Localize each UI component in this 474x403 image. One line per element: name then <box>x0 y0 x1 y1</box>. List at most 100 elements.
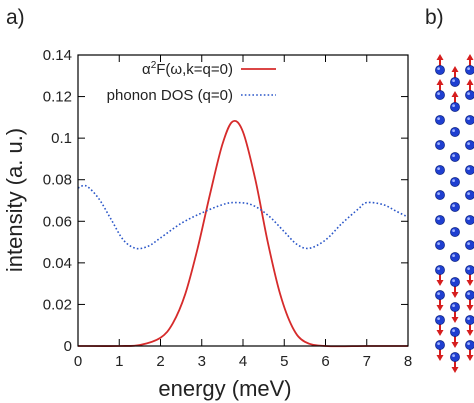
atom-highlight <box>437 267 440 270</box>
series-line-alpha2f <box>77 119 408 348</box>
atom-highlight <box>452 129 455 133</box>
atom-highlight <box>467 67 470 70</box>
arrow-head <box>451 367 459 373</box>
atom <box>465 90 474 100</box>
y-tick-label: 0.12 <box>43 89 72 106</box>
arrow-head <box>466 280 474 286</box>
legend-label-alpha2f: α2F(ω,k=q=0) <box>142 60 233 78</box>
atom <box>465 140 474 150</box>
atom <box>465 65 474 75</box>
atom-highlight <box>452 279 455 282</box>
atom-highlight <box>467 217 470 221</box>
atom-highlight <box>467 317 470 320</box>
arrow-head <box>466 305 474 311</box>
arrow-head <box>466 54 474 60</box>
y-tick-label: 0 <box>64 338 72 355</box>
atom-highlight <box>437 167 440 171</box>
atom <box>435 340 445 350</box>
atom-highlight <box>437 92 440 95</box>
atom <box>450 227 460 237</box>
x-tick-label: 3 <box>198 353 206 370</box>
atom-highlight <box>452 254 455 257</box>
atom-highlight <box>467 192 470 196</box>
atom <box>435 90 445 100</box>
atom <box>465 340 474 350</box>
atom-highlight <box>452 179 455 183</box>
atom <box>450 302 460 312</box>
atom <box>450 127 460 137</box>
arrow-head <box>451 292 459 298</box>
x-tick-label: 7 <box>363 353 371 370</box>
atom-highlight <box>437 317 440 320</box>
legend: α2F(ω,k=q=0) phonon DOS (q=0) <box>107 60 276 104</box>
atom-highlight <box>467 267 470 270</box>
y-tick-label: 0.1 <box>51 130 72 147</box>
atom-highlight <box>467 142 470 146</box>
atom <box>465 265 474 275</box>
x-tick-label: 2 <box>156 353 164 370</box>
x-axis-title: energy (meV) <box>158 376 291 401</box>
atom <box>465 215 474 225</box>
arrow-head <box>436 330 444 336</box>
atom <box>435 240 445 250</box>
atom <box>450 177 460 187</box>
y-tick-label: 0.14 <box>43 47 72 64</box>
atom <box>465 165 474 175</box>
atom-highlight <box>452 304 455 307</box>
atom-highlight <box>437 217 440 221</box>
atom <box>435 265 445 275</box>
atom-highlight <box>437 67 440 70</box>
atom <box>450 277 460 287</box>
atom-highlight <box>467 242 470 246</box>
x-tick-label: 0 <box>74 353 82 370</box>
arrow-head <box>436 355 444 361</box>
arrow-head <box>466 79 474 85</box>
atom <box>450 352 460 362</box>
atom <box>450 327 460 337</box>
atom-highlight <box>467 167 470 171</box>
atom-highlight <box>437 192 440 196</box>
y-tick-label: 0.02 <box>43 296 72 313</box>
y-tick-label: 0.04 <box>43 255 72 272</box>
atom <box>465 315 474 325</box>
atom <box>435 140 445 150</box>
arrow-head <box>451 66 459 72</box>
plot-area: 0 0.02 0.04 0.06 0.08 0.1 0.12 0.14 0 1 2 3 4 5 6 7 8 <box>43 47 412 370</box>
y-tick-label: 0.06 <box>43 213 72 230</box>
atom <box>435 65 445 75</box>
y-tick-labels: 0 0.02 0.04 0.06 0.08 0.1 0.12 0.14 <box>43 47 72 355</box>
atom <box>450 77 460 87</box>
series-line-phonon-dos <box>77 184 409 250</box>
y-axis-title: intensity (a. u.) <box>2 128 27 272</box>
arrow-head <box>436 280 444 286</box>
legend-label-phonon-dos: phonon DOS (q=0) <box>107 87 233 104</box>
x-tick-label: 6 <box>321 353 329 370</box>
atom-highlight <box>437 292 440 295</box>
arrow-head <box>451 91 459 97</box>
atom-highlight <box>437 117 440 120</box>
panel-label-a: a) <box>6 6 25 29</box>
atom-highlight <box>467 92 470 95</box>
atom-highlight <box>452 79 455 82</box>
atom <box>450 202 460 212</box>
crystal-structure-diagram <box>435 54 474 373</box>
atom <box>465 115 474 125</box>
atom <box>465 190 474 200</box>
atom-highlight <box>467 342 470 345</box>
x-tick-label: 5 <box>280 353 288 370</box>
x-tick-label: 4 <box>239 353 247 370</box>
atom-highlight <box>452 329 455 332</box>
atom-highlight <box>452 154 455 158</box>
atom-highlight <box>437 342 440 345</box>
x-tick-labels: 0 1 2 3 4 5 6 7 8 <box>74 353 412 370</box>
y-tick-label: 0.08 <box>43 172 72 189</box>
atom-highlight <box>467 292 470 295</box>
atom <box>435 190 445 200</box>
atom <box>465 290 474 300</box>
atom <box>450 252 460 262</box>
x-tick-label: 8 <box>404 353 412 370</box>
atom-highlight <box>452 229 455 233</box>
atom-highlight <box>467 117 470 120</box>
atom-highlight <box>437 142 440 146</box>
atom <box>450 152 460 162</box>
